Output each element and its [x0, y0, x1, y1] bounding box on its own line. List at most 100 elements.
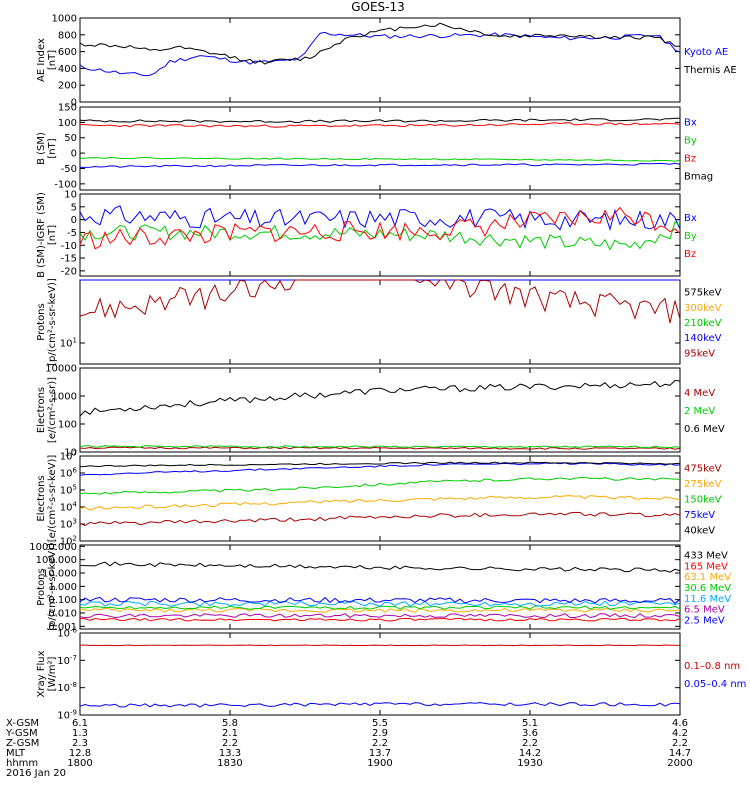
legend-entry: 11.6 MeV	[684, 594, 731, 605]
legend-entry: 275keV	[684, 479, 722, 490]
panel-frame	[79, 279, 681, 365]
y-axis-label: Electrons[e/(cm²-s-sr-keV)]	[36, 455, 58, 543]
legend-entry: Kyoto AE	[684, 47, 728, 58]
y-tick-label: 10-8	[57, 681, 77, 694]
y-axis-label: Electrons[e/(cm²-s-sr)]	[36, 377, 58, 443]
y-axis-label: Protons[p/(cm²-s-sr-keV)]	[36, 278, 58, 366]
x-tick-value: 2.2	[372, 738, 388, 749]
y-tick-label: -50	[61, 164, 77, 175]
x-tick-value: 13.7	[369, 748, 391, 759]
x-tick-value: 1.3	[72, 728, 88, 739]
series-line-ae-0	[79, 31, 681, 77]
x-row-label: hhmm	[6, 758, 38, 769]
x-tick-value: 5.8	[222, 718, 238, 729]
y-tick-label: 101	[60, 337, 77, 350]
x-tick-value: 2.1	[222, 728, 238, 739]
y-tick-label: 0.010	[48, 609, 77, 620]
y-tick-label: 0.100	[48, 595, 77, 606]
series-line-electrons_kev-3	[79, 462, 681, 476]
series-line-electrons_mev-0	[79, 446, 681, 450]
y-tick-label: -20	[61, 266, 77, 277]
x-row-label: Y-GSM	[5, 728, 38, 739]
y-tick-label: 200	[58, 81, 77, 92]
x-tick-value: 4.6	[672, 718, 688, 729]
chart-title: GOES-13	[351, 0, 405, 14]
y-tick-label: 100.000	[36, 555, 77, 566]
legend-entry: Bx	[684, 118, 697, 129]
y-tick-label: 10	[64, 190, 77, 201]
y-tick-label: 1.000	[48, 582, 77, 593]
panel-electrons_kev: 102 103 104 105 106 107Electrons[e/(cm²-s-sr-…	[36, 450, 722, 548]
x-row-label: MLT	[6, 748, 26, 759]
y-tick-label: 800	[58, 30, 77, 41]
x-tick-value: 5.1	[522, 718, 538, 729]
y-tick-label: 10-6	[57, 627, 77, 640]
y-tick-label: 5	[71, 202, 77, 213]
series-line-electrons_mev-1	[79, 445, 681, 449]
series-line-ae-1	[79, 22, 681, 65]
y-tick-label: 50	[64, 133, 77, 144]
legend-entry: 95keV	[684, 348, 715, 359]
x-tick-value: 4.2	[672, 728, 688, 739]
x-tick-value: 2.2	[522, 738, 538, 749]
y-tick-label: 400	[58, 64, 77, 75]
y-tick-label: 10-9	[57, 709, 77, 722]
legend-entry: 300keV	[684, 303, 722, 314]
series-line-protons_high-0	[79, 561, 681, 573]
series-line-bigrf-0	[79, 205, 681, 231]
legend-entry: 0.1–0.8 nm	[684, 661, 740, 672]
y-tick-label: 0	[71, 98, 77, 109]
x-tick-value: 1900	[367, 758, 392, 769]
series-line-bigrf-1	[79, 220, 681, 251]
series-line-protons_high-6	[79, 596, 681, 605]
legend-entry: 2 MeV	[684, 406, 715, 417]
y-tick-label: 1000	[52, 14, 77, 25]
legend-entry: 0.05–0.4 nm	[684, 679, 746, 690]
x-tick-value: 2.2	[672, 738, 688, 749]
legend-entry: 140keV	[684, 333, 722, 344]
y-tick-label: 0	[71, 149, 77, 160]
series-line-protons_low-4	[79, 279, 681, 324]
series-line-electrons_kev-2	[79, 476, 681, 495]
y-tick-label: 106	[60, 467, 78, 480]
legend-entry: 475keV	[684, 464, 722, 475]
x-tick-value: 1800	[67, 758, 92, 769]
legend-entry: By	[684, 136, 697, 147]
y-tick-label: 1000.000	[29, 542, 77, 553]
panel-frame	[79, 544, 681, 630]
x-tick-value: 2.2	[222, 738, 238, 749]
series-line-protons_high-1	[79, 617, 681, 622]
legend-entry: Themis AE	[683, 65, 737, 76]
series-line-xray-1	[79, 702, 681, 708]
y-tick-label: 107	[60, 450, 77, 463]
y-tick-label: -5	[67, 228, 77, 239]
series-line-bsm-0	[80, 162, 681, 168]
y-tick-label: -100	[54, 179, 77, 190]
y-tick-label: 102	[60, 535, 77, 548]
y-tick-label: 0	[71, 215, 77, 226]
y-tick-label: 10-7	[57, 654, 77, 667]
series-line-electrons_kev-4	[79, 461, 681, 468]
series-line-bigrf-2	[79, 206, 681, 250]
series-line-electrons_kev-1	[79, 495, 681, 511]
y-tick-label: 150	[58, 103, 77, 114]
y-axis-label: B (SM)-IGRF (SM)[nT]	[36, 192, 58, 278]
x-tick-value: 12.8	[69, 748, 91, 759]
y-axis-label: Protons[p/(cm²-s-sr-keV)]	[36, 543, 58, 631]
y-tick-label: 10.000	[42, 569, 77, 580]
x-tick-value: 2.3	[72, 738, 88, 749]
y-tick-label: 104	[60, 501, 78, 514]
y-tick-label: 10000	[45, 364, 77, 375]
x-tick-value: 6.1	[72, 718, 88, 729]
x-tick-value: 2000	[667, 758, 692, 769]
panel-frame	[79, 455, 681, 542]
x-row-label: X-GSM	[6, 718, 39, 729]
panel-frame	[79, 367, 681, 453]
x-tick-value: 3.6	[522, 728, 538, 739]
legend-entry: By	[684, 231, 697, 242]
series-line-electrons_kev-0	[79, 511, 681, 527]
x-row-label: 2016 Jan 20	[6, 768, 66, 779]
x-tick-value: 13.3	[219, 748, 241, 759]
